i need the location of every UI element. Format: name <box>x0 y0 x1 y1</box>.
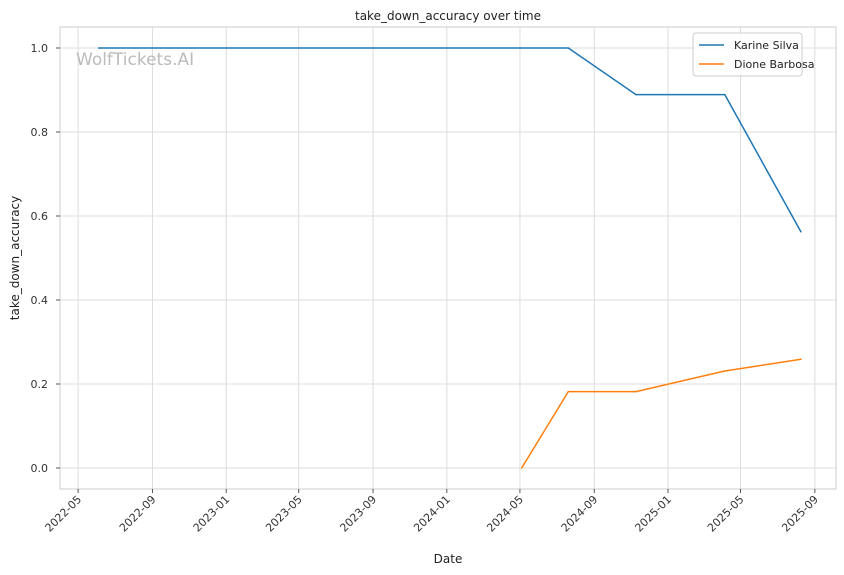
x-tick-label: 2025-09 <box>779 493 821 535</box>
legend-box <box>692 32 803 77</box>
chart-title: take_down_accuracy over time <box>355 9 541 23</box>
data-point <box>723 93 726 96</box>
data-point <box>800 358 802 361</box>
watermark: WolfTickets.AI <box>76 50 194 70</box>
legend-label: Dione Barbosa <box>734 58 815 71</box>
data-point <box>567 390 570 393</box>
y-axis: 0.0 0.2 0.4 0.6 0.8 1.0 <box>31 42 60 475</box>
x-tick-label: 2024-09 <box>559 493 601 535</box>
data-point <box>635 93 637 96</box>
data-point <box>97 47 100 49</box>
y-tick-label: 0.2 <box>31 378 49 391</box>
data-point <box>567 47 570 49</box>
x-tick-label: 2022-09 <box>117 493 159 535</box>
x-tick-label: 2022-05 <box>43 493 85 535</box>
y-axis-title: take_down_accuracy <box>8 196 22 320</box>
x-tick-label: 2023-09 <box>337 493 379 535</box>
x-axis: 2022-05 2022-09 2023-01 2023-05 2023-09 2024-… <box>43 489 821 535</box>
legend: Karine Silva Dione Barbosa <box>692 32 815 77</box>
x-tick-label: 2024-01 <box>411 493 453 535</box>
data-point <box>635 390 637 393</box>
y-tick-label: 1.0 <box>31 42 49 55</box>
plot-frame <box>59 26 837 490</box>
x-axis-title: Date <box>434 552 463 566</box>
x-tick-label: 2024-05 <box>484 493 526 535</box>
data-point <box>723 370 726 372</box>
data-point <box>800 230 802 233</box>
y-tick-label: 0.0 <box>31 462 49 475</box>
x-tick-label: 2025-05 <box>705 493 747 535</box>
legend-label: Karine Silva <box>734 39 799 52</box>
grid <box>60 27 836 489</box>
y-tick-label: 0.4 <box>31 294 49 307</box>
x-tick-label: 2023-01 <box>191 493 233 535</box>
x-tick-label: 2023-05 <box>263 493 305 535</box>
series-layer <box>97 47 802 469</box>
series-line-1 <box>521 358 802 469</box>
data-point <box>520 467 523 469</box>
x-tick-label: 2025-01 <box>632 493 674 535</box>
y-tick-label: 0.8 <box>31 126 49 139</box>
y-tick-label: 0.6 <box>31 210 49 223</box>
